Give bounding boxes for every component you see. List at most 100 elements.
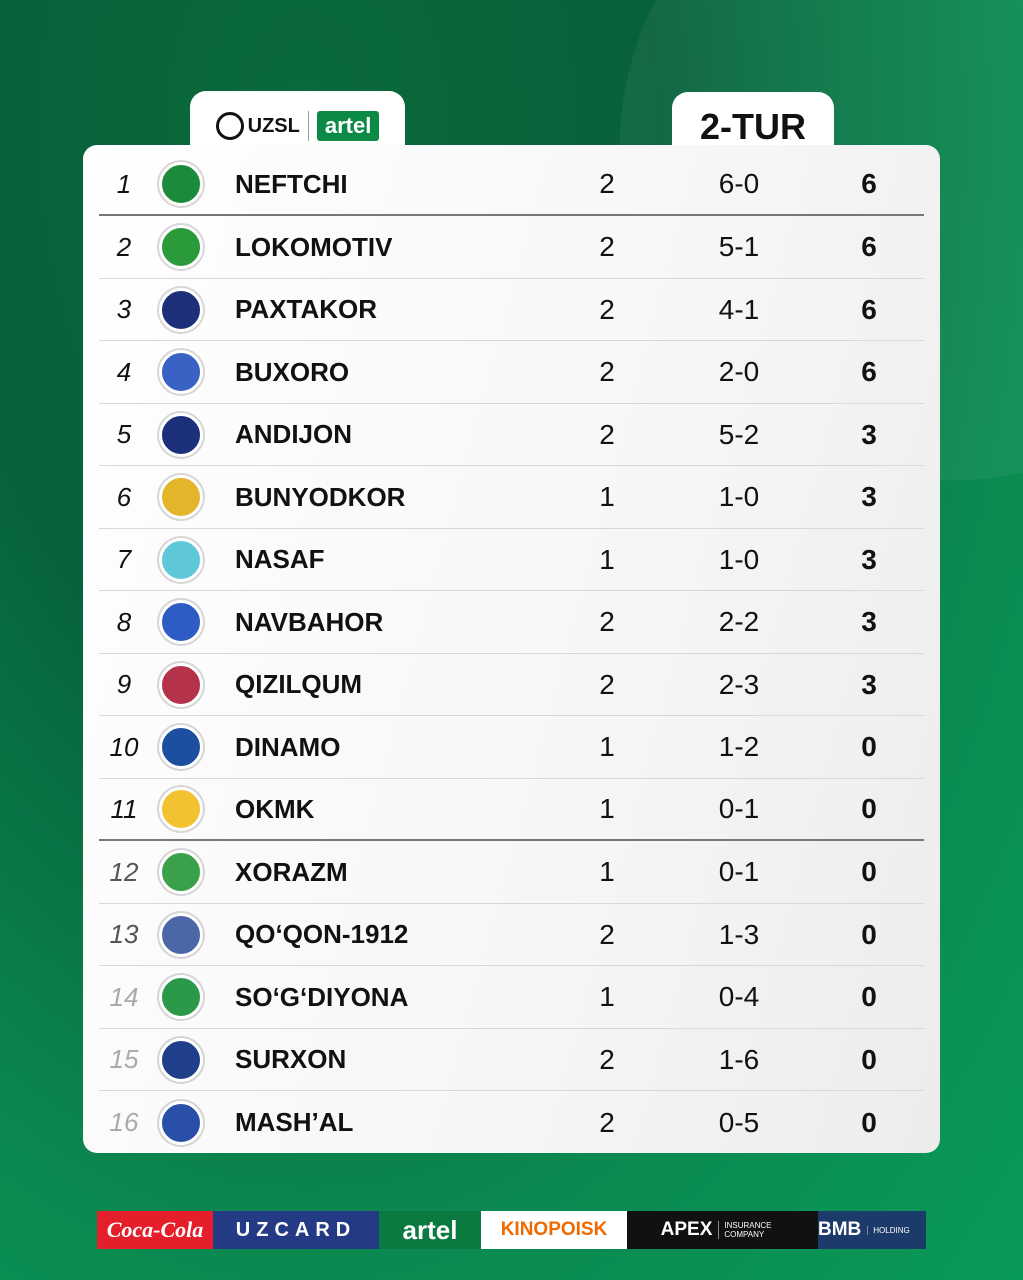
team-name: MASH’AL (235, 1107, 354, 1137)
games-played: 2 (599, 668, 615, 700)
points: 3 (861, 543, 877, 575)
team-crest-icon (159, 787, 203, 831)
goal-difference: 2-2 (718, 606, 760, 637)
goal-difference: 0-4 (718, 981, 760, 1012)
team-name: ANDIJON (235, 419, 353, 449)
table-row: 6 BUNYODKOR 1 1-0 3 (99, 467, 924, 529)
games-played: 1 (599, 793, 615, 824)
rank: 10 (109, 731, 139, 762)
sponsor-logo: UZCARD (213, 1211, 379, 1249)
sponsor-name: artel (402, 1214, 458, 1245)
sponsor-subtitle: HOLDING (867, 1225, 926, 1235)
table-row: 14 SO‘G‘DIYONA 1 0-4 0 (99, 967, 924, 1029)
goal-difference: 1-0 (718, 481, 760, 512)
sponsor-logo: KINOPOISK (481, 1211, 627, 1249)
table-row: 11 OKMK 1 0-1 0 (99, 779, 924, 841)
games-played: 2 (599, 293, 615, 325)
team-crest-icon (159, 350, 203, 394)
sponsor-bar: Coca-Cola UZCARD artel KINOPOISK APEX INSURAN… (97, 1211, 926, 1249)
rank: 14 (109, 981, 139, 1012)
rank: 2 (116, 231, 132, 262)
goal-difference: 1-0 (718, 543, 760, 575)
team-name: NASAF (235, 544, 325, 574)
points: 3 (861, 418, 877, 450)
points: 6 (861, 168, 877, 199)
ball-icon (215, 112, 244, 140)
team-name: QIZILQUM (235, 669, 363, 699)
goal-difference: 0-1 (718, 793, 760, 824)
team-name: SURXON (235, 1044, 347, 1074)
goal-difference: 5-2 (718, 418, 760, 450)
table-row: 2 LOKOMOTIV 2 5-1 6 (99, 217, 924, 279)
team-name: SO‘G‘DIYONA (235, 981, 409, 1012)
points: 6 (861, 356, 877, 387)
points: 0 (861, 1106, 877, 1138)
table-row: 15 SURXON 2 1-6 0 (99, 1029, 924, 1091)
table-row: 10 DINAMO 1 1-2 0 (99, 717, 924, 779)
games-played: 1 (599, 543, 615, 575)
sponsor-subtitle: INSURANCE COMPANY (718, 1221, 784, 1239)
goal-difference: 1-3 (718, 918, 760, 950)
games-played: 2 (599, 356, 615, 387)
rank: 6 (116, 481, 132, 512)
rank: 1 (116, 168, 132, 199)
table-row: 1 NEFTCHI 2 6-0 6 (99, 154, 924, 216)
team-crest-icon (159, 600, 203, 644)
games-played: 1 (599, 856, 615, 887)
games-played: 1 (599, 981, 615, 1012)
table-row: 13 QO‘QON-1912 2 1-3 0 (99, 904, 924, 966)
team-crest-icon (159, 725, 203, 769)
goal-difference: 6-0 (718, 168, 760, 199)
goal-difference: 0-1 (718, 856, 760, 887)
uzsl-logo: UZSL (215, 112, 300, 140)
games-played: 2 (599, 1043, 615, 1075)
points: 6 (861, 293, 877, 325)
team-crest-icon (159, 162, 203, 206)
points: 3 (861, 606, 877, 637)
team-crest-icon (159, 1037, 203, 1082)
rank: 3 (116, 294, 132, 324)
sponsor-logo: BMB HOLDING (818, 1211, 926, 1249)
points: 3 (861, 668, 877, 700)
games-played: 2 (599, 918, 615, 950)
points: 0 (861, 1043, 877, 1075)
points: 0 (861, 731, 877, 762)
goal-difference: 5-1 (718, 231, 760, 262)
table-row: 4 BUXORO 2 2-0 6 (99, 342, 924, 404)
sponsor-name: Coca-Cola (106, 1217, 204, 1242)
rank: 8 (116, 606, 132, 637)
goal-difference: 4-1 (718, 293, 760, 325)
team-crest-icon (159, 287, 203, 332)
goal-difference: 0-5 (718, 1106, 760, 1138)
games-played: 2 (599, 606, 615, 637)
table-row: 9 QIZILQUM 2 2-3 3 (99, 654, 924, 716)
team-crest-icon (159, 662, 203, 707)
table-row: 8 NAVBAHOR 2 2-2 3 (99, 592, 924, 654)
rank: 13 (109, 919, 139, 949)
divider (307, 111, 309, 141)
points: 6 (861, 231, 877, 262)
table-row: 16 MASH’AL 2 0-5 0 (99, 1092, 924, 1154)
table-row: 5 ANDIJON 2 5-2 3 (99, 404, 924, 466)
team-name: BUXORO (235, 356, 350, 387)
points: 0 (861, 793, 877, 824)
team-crest-icon (159, 475, 203, 519)
team-crest-icon (159, 225, 203, 269)
points: 0 (861, 918, 877, 950)
rank: 9 (116, 669, 132, 699)
rank: 5 (116, 419, 132, 449)
games-played: 1 (599, 481, 615, 512)
standings-table: 1 NEFTCHI 2 6-0 6 2 LOKOMOTIV 2 5-1 6 3 PAXTAKOR 2 4-… (83, 145, 940, 1153)
games-played: 1 (599, 731, 615, 762)
games-played: 2 (599, 1106, 615, 1138)
points: 0 (861, 981, 877, 1012)
table-row: 12 XORAZM 1 0-1 0 (99, 842, 924, 904)
uzsl-text: UZSL (247, 114, 300, 137)
points: 3 (861, 481, 877, 512)
team-crest-icon (159, 412, 203, 457)
team-crest-icon (159, 975, 203, 1019)
artel-logo: artel (316, 111, 380, 141)
team-name: NAVBAHOR (235, 606, 384, 637)
sponsor-name: BMB (818, 1219, 862, 1240)
team-name: LOKOMOTIV (235, 231, 393, 262)
